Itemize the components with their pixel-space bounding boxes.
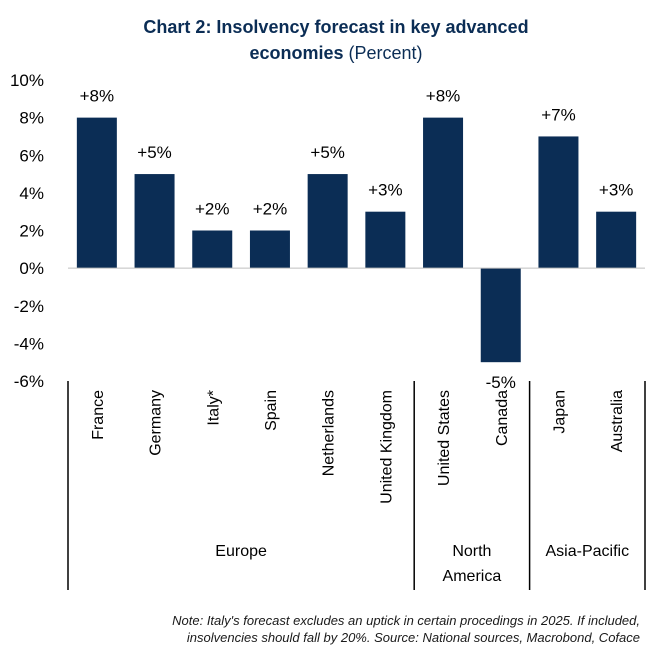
data-label: +8% xyxy=(80,87,115,106)
chart-note-line1: Note: Italy's forecast excludes an uptic… xyxy=(172,613,640,628)
y-tick-label: 10% xyxy=(10,71,44,90)
chart-title-line1: Chart 2: Insolvency forecast in key adva… xyxy=(143,17,529,37)
category-label: Italy* xyxy=(205,390,222,426)
chart-title: Chart 2: Insolvency forecast in key adva… xyxy=(0,14,666,66)
data-label: +8% xyxy=(426,87,461,106)
data-label: +2% xyxy=(195,200,230,219)
chart-title-bold: economies xyxy=(249,43,344,63)
data-label: +7% xyxy=(541,105,576,124)
y-tick-label: 6% xyxy=(19,146,44,165)
bar xyxy=(307,174,348,269)
y-tick-label: 0% xyxy=(19,259,44,278)
category-label: Australia xyxy=(609,390,626,452)
bar xyxy=(480,268,521,363)
bar xyxy=(134,174,175,269)
y-tick-label: -4% xyxy=(14,334,44,353)
data-label: +3% xyxy=(599,181,634,200)
bar xyxy=(596,211,637,269)
data-label: +5% xyxy=(310,143,345,162)
group-label: America xyxy=(443,568,502,585)
category-label: Japan xyxy=(551,390,568,434)
category-label: Canada xyxy=(494,390,511,446)
y-tick-label: 2% xyxy=(19,222,44,241)
y-tick-label: -2% xyxy=(14,297,44,316)
data-label: +3% xyxy=(368,181,403,200)
chart-note: Note: Italy's forecast excludes an uptic… xyxy=(60,612,640,646)
bar xyxy=(249,230,290,269)
category-label: United States xyxy=(436,390,453,486)
category-label: France xyxy=(90,390,107,440)
bar xyxy=(538,136,579,269)
data-label: -5% xyxy=(486,373,516,392)
chart-note-line2: insolvencies should fall by 20%. Source:… xyxy=(186,630,640,645)
bar xyxy=(365,211,406,269)
category-label: Spain xyxy=(263,390,280,431)
category-label: United Kingdom xyxy=(378,390,395,504)
bar xyxy=(76,117,117,269)
y-tick-label: -6% xyxy=(14,372,44,391)
chart-title-line2: economies (Percent) xyxy=(0,40,666,66)
category-label: Netherlands xyxy=(321,390,338,476)
y-tick-label: 4% xyxy=(19,184,44,203)
group-label: Asia-Pacific xyxy=(546,543,630,560)
group-label: North xyxy=(452,543,491,560)
bar xyxy=(192,230,233,269)
bar xyxy=(423,117,464,269)
data-label: +2% xyxy=(253,200,288,219)
category-label: Germany xyxy=(148,390,165,456)
chart-subtitle: (Percent) xyxy=(348,43,423,63)
data-label: +5% xyxy=(137,143,172,162)
y-tick-label: 8% xyxy=(19,109,44,128)
group-label: Europe xyxy=(215,543,267,560)
